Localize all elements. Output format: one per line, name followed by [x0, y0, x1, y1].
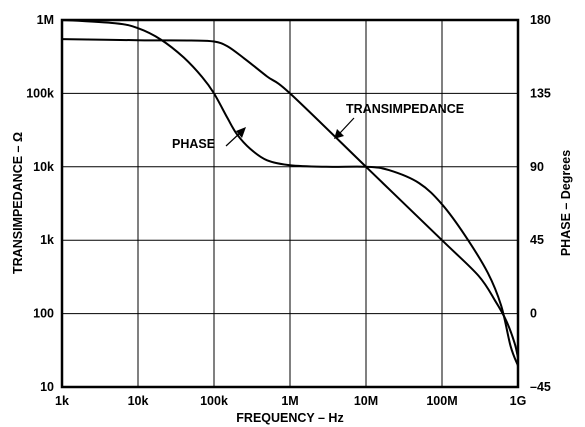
transimpedance-curve [61, 38, 519, 359]
y-tick-label: 10 [40, 380, 54, 394]
x-tick-label: 10k [128, 394, 149, 408]
annotation-transimpedance: TRANSIMPEDANCE [346, 102, 464, 116]
y2-tick-label: 180 [530, 13, 551, 27]
y2-tick-label: –45 [530, 380, 551, 394]
y2-axis-label: PHASE – Degrees [559, 150, 573, 256]
x-tick-label: 1M [281, 394, 298, 408]
tick-labels: 1k 10k 100k 1M 10M 100M 1G 10 100 1k 10k 100k 1M –45 0… [26, 13, 551, 408]
x-tick-label: 1k [55, 394, 69, 408]
curves [61, 19, 519, 367]
y2-tick-label: 0 [530, 307, 537, 321]
y2-tick-label: 135 [530, 86, 551, 100]
y-tick-label: 100 [33, 307, 54, 321]
y-axis-label: TRANSIMPEDANCE – Ω [11, 132, 25, 274]
y2-tick-label: 90 [530, 160, 544, 174]
y-tick-label: 10k [33, 160, 54, 174]
annotation-phase-arrow-line [225, 132, 241, 147]
annotations: TRANSIMPEDANCE PHASE [172, 102, 464, 151]
x-tick-label: 100k [200, 394, 228, 408]
y2-tick-label: 45 [530, 233, 544, 247]
annotation-phase: PHASE [172, 137, 215, 151]
y-tick-label: 100k [26, 86, 54, 100]
x-tick-label: 1G [510, 394, 527, 408]
phase-curve [61, 19, 519, 367]
y-tick-label: 1k [40, 233, 54, 247]
annotation-transimpedance-arrow-line [339, 117, 355, 134]
plot-frame [60, 18, 520, 389]
x-axis-label: FREQUENCY – Hz [236, 411, 343, 425]
annotation-transimpedance-arrowhead [334, 129, 344, 139]
y-tick-label: 1M [37, 13, 54, 27]
annotation-phase-arrowhead [236, 127, 246, 138]
grid [61, 19, 519, 388]
x-tick-label: 10M [354, 394, 378, 408]
x-tick-label: 100M [426, 394, 457, 408]
